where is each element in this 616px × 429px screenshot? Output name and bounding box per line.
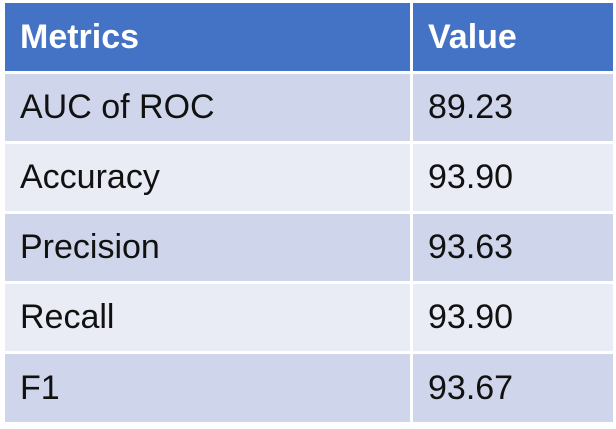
- table-row: Precision 93.63: [5, 214, 613, 284]
- metric-name-cell: F1: [5, 354, 413, 422]
- table-header: Metrics Value: [5, 3, 613, 74]
- metric-value-cell: 93.90: [413, 284, 613, 354]
- metric-value-cell: 93.67: [413, 354, 613, 422]
- header-row: Metrics Value: [5, 3, 613, 74]
- header-metrics: Metrics: [5, 3, 413, 74]
- metric-value-cell: 93.63: [413, 214, 613, 284]
- metric-value-cell: 93.90: [413, 144, 613, 214]
- metrics-table-container: Metrics Value AUC of ROC 89.23 Accuracy …: [5, 3, 613, 422]
- table-body: AUC of ROC 89.23 Accuracy 93.90 Precisio…: [5, 74, 613, 422]
- table-row: AUC of ROC 89.23: [5, 74, 613, 144]
- table-row: Accuracy 93.90: [5, 144, 613, 214]
- table-row: F1 93.67: [5, 354, 613, 422]
- metric-name-cell: Accuracy: [5, 144, 413, 214]
- metric-name-cell: AUC of ROC: [5, 74, 413, 144]
- header-value: Value: [413, 3, 613, 74]
- metric-name-cell: Precision: [5, 214, 413, 284]
- metrics-table: Metrics Value AUC of ROC 89.23 Accuracy …: [5, 3, 613, 422]
- table-row: Recall 93.90: [5, 284, 613, 354]
- metric-name-cell: Recall: [5, 284, 413, 354]
- metric-value-cell: 89.23: [413, 74, 613, 144]
